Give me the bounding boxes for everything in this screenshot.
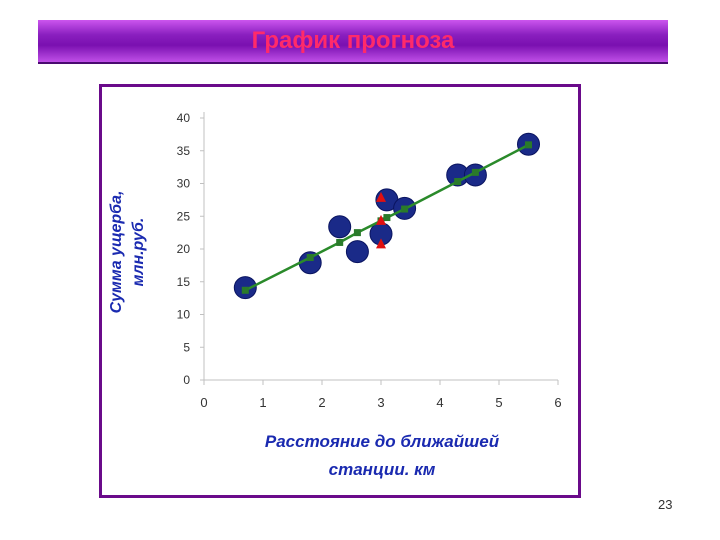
y-axis-label: Сумма ущерба, млн.руб. <box>108 191 147 314</box>
fitted-point <box>454 178 462 186</box>
observed-point <box>328 215 352 239</box>
fitted-point <box>336 238 344 246</box>
x-tick-label: 4 <box>436 395 443 410</box>
x-tick-label: 5 <box>495 395 502 410</box>
chart-frame: 0 5 10 15 20 25 30 35 40 0 1 2 3 4 5 6 Сумма ущерба, млн… <box>99 84 581 498</box>
y-tick-label: 5 <box>183 340 190 354</box>
axes: 0 5 10 15 20 25 30 35 40 0 1 2 3 4 5 6 <box>177 111 562 410</box>
fitted-point <box>525 141 532 149</box>
title-bar: График прогноза <box>38 20 668 62</box>
x-tick-label: 3 <box>377 395 384 410</box>
forecast-point <box>376 214 386 225</box>
fitted-point <box>471 168 479 176</box>
fitted-point <box>353 229 361 237</box>
x-tick-label: 2 <box>318 395 325 410</box>
y-tick-label: 15 <box>177 275 191 289</box>
y-tick-label: 30 <box>177 177 191 191</box>
scatter-chart: 0 5 10 15 20 25 30 35 40 0 1 2 3 4 5 6 Сумма ущерба, млн… <box>108 111 562 479</box>
forecast-point <box>376 191 386 202</box>
forecast-point <box>376 238 386 249</box>
y-tick-label: 0 <box>183 373 190 387</box>
x-axis-label-line: Расстояние до ближайшей <box>265 432 500 451</box>
x-axis-label: Расстояние до ближайшей станции. км <box>265 432 500 479</box>
x-tick-label: 6 <box>554 395 561 410</box>
slide-title: График прогноза <box>251 27 455 54</box>
series-layer <box>233 132 540 300</box>
fitted-point <box>401 205 409 213</box>
x-axis-label-line: станции. км <box>329 460 436 479</box>
y-axis-label-group: Сумма ущерба, млн.руб. <box>108 191 147 314</box>
fitted-point <box>306 254 314 262</box>
x-tick-label: 1 <box>259 395 266 410</box>
y-tick-label: 35 <box>177 144 191 158</box>
y-tick-label: 25 <box>177 209 191 223</box>
x-tick-label: 0 <box>200 395 207 410</box>
page-number: 23 <box>658 497 673 512</box>
observed-point <box>345 240 369 264</box>
y-axis-label-line: млн.руб. <box>130 218 147 287</box>
y-axis-label-line: Сумма ущерба, <box>108 191 125 314</box>
fitted-point <box>241 286 249 294</box>
y-tick-label: 20 <box>177 242 191 256</box>
y-tick-label: 40 <box>177 111 191 125</box>
fitted-point <box>383 214 391 222</box>
y-tick-label: 10 <box>177 308 191 322</box>
